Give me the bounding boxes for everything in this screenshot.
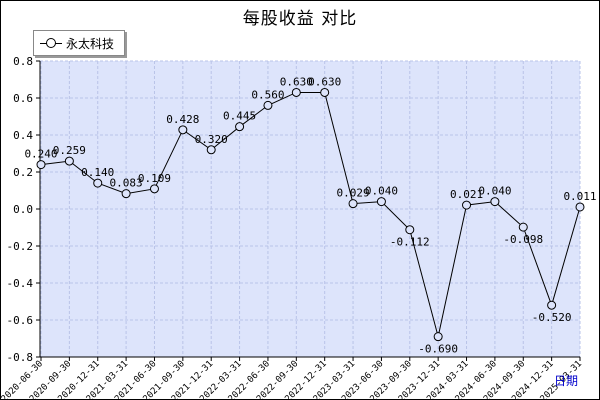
data-point	[348, 199, 358, 209]
data-label: 0.083	[110, 177, 143, 190]
data-point	[433, 332, 443, 342]
y-tick-label: 0.6	[13, 92, 33, 105]
data-point	[291, 87, 301, 97]
data-point	[235, 122, 245, 132]
data-label: -0.112	[390, 236, 430, 249]
y-tick-label: -0.6	[7, 314, 34, 327]
y-tick-label: -0.4	[7, 277, 34, 290]
data-point	[64, 156, 74, 166]
x-axis-label: 日期	[553, 374, 578, 388]
data-label: -0.690	[418, 343, 458, 356]
data-point	[263, 100, 273, 110]
y-tick-label: 0.0	[13, 203, 33, 216]
legend-label: 永太科技	[66, 36, 115, 51]
data-label: 0.428	[166, 113, 199, 126]
data-point	[405, 225, 415, 235]
data-label: 0.259	[53, 144, 86, 157]
data-point	[178, 125, 188, 135]
data-point	[462, 200, 472, 210]
legend: 永太科技	[33, 30, 126, 56]
data-label: 0.011	[563, 190, 596, 203]
data-point	[547, 300, 557, 310]
data-label: 0.029	[336, 187, 369, 200]
data-label: 0.021	[450, 188, 483, 201]
data-label: -0.520	[532, 311, 572, 324]
y-tick-label: 0.4	[13, 129, 33, 142]
data-label: 0.040	[478, 185, 511, 198]
data-point	[376, 197, 386, 207]
data-point	[36, 160, 46, 170]
data-label: 0.320	[195, 133, 228, 146]
data-point	[490, 197, 500, 207]
data-point	[149, 184, 159, 194]
data-point	[121, 189, 131, 199]
data-label: 0.630	[280, 75, 313, 88]
data-label: 0.240	[24, 148, 57, 161]
y-tick-label: 0.2	[13, 166, 33, 179]
data-point	[575, 202, 585, 212]
series-line	[40, 91, 581, 337]
data-label: 0.560	[251, 88, 284, 101]
data-point	[206, 145, 216, 155]
data-label: 0.040	[365, 185, 398, 198]
y-tick-label: -0.8	[7, 351, 34, 364]
legend-circle-marker-icon	[40, 37, 62, 49]
chart-title: 每股收益 对比	[242, 9, 358, 29]
y-tick-label: -0.2	[7, 240, 34, 253]
data-point	[518, 222, 528, 232]
y-tick-label: 0.8	[13, 55, 33, 68]
data-label: 0.109	[138, 172, 171, 185]
data-label: 0.630	[308, 75, 341, 88]
data-point	[320, 87, 330, 97]
data-label: -0.098	[503, 233, 543, 246]
data-point	[93, 178, 103, 188]
data-label: 0.445	[223, 110, 256, 123]
data-label: 0.140	[81, 166, 114, 179]
